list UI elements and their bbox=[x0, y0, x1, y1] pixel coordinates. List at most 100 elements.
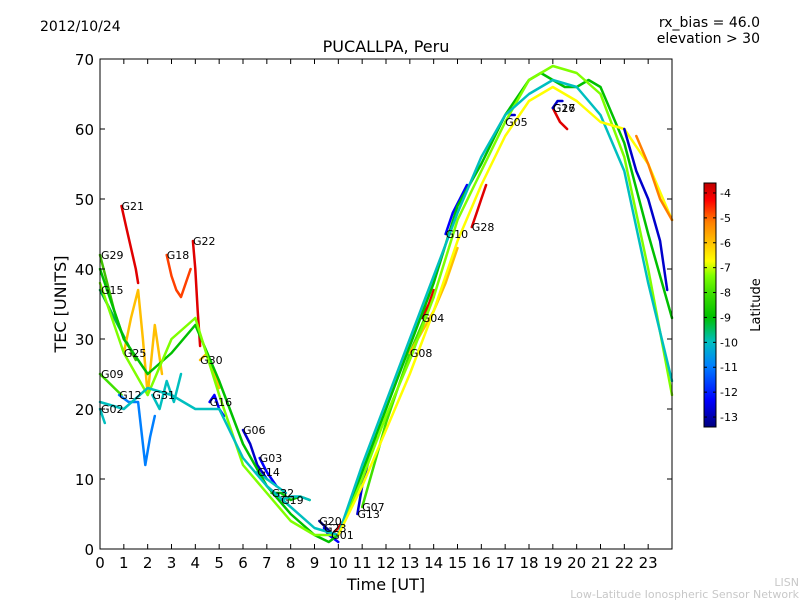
colorbar-tick-label: -11 bbox=[720, 361, 738, 374]
series-line bbox=[635, 134, 674, 222]
series-label: G16 bbox=[210, 396, 233, 409]
x-axis: 0 1 2 3 4 5 6 7 8 9 10 11 12 13 14 15 16 17 18 19 20 21 22 23 bbox=[95, 59, 658, 572]
series-line bbox=[98, 71, 674, 544]
y-tick-label: 40 bbox=[75, 261, 94, 279]
y-axis: 0 10 20 30 40 50 60 70 bbox=[75, 51, 672, 559]
series-label: G04 bbox=[422, 312, 445, 325]
y-tick-label: 30 bbox=[75, 331, 94, 349]
series-line bbox=[551, 106, 569, 131]
series-label: G13 bbox=[357, 508, 380, 521]
x-tick-label: 22 bbox=[615, 554, 634, 572]
colorbar-tick-label: -7 bbox=[720, 262, 731, 275]
x-tick-label: 10 bbox=[329, 554, 348, 572]
x-tick-label: 13 bbox=[400, 554, 419, 572]
x-tick-label: 20 bbox=[567, 554, 586, 572]
series-line bbox=[98, 253, 138, 362]
series-label: G22 bbox=[193, 235, 216, 248]
colorbar-tick-label: -13 bbox=[720, 411, 738, 424]
series-label: G20 bbox=[319, 515, 342, 528]
series-label: G06 bbox=[243, 424, 266, 437]
x-tick-label: 21 bbox=[591, 554, 610, 572]
x-tick-label: 16 bbox=[472, 554, 491, 572]
series-line bbox=[241, 428, 269, 481]
x-tick-label: 14 bbox=[424, 554, 443, 572]
colorbar-tick-label: -9 bbox=[720, 311, 731, 324]
x-tick-label: 18 bbox=[519, 554, 538, 572]
series-label: G03 bbox=[260, 452, 283, 465]
x-tick-label: 8 bbox=[286, 554, 296, 572]
series-line bbox=[470, 183, 488, 229]
series-line bbox=[258, 456, 278, 488]
series-label: G05 bbox=[505, 116, 528, 129]
x-tick-label: 19 bbox=[543, 554, 562, 572]
series-label: G07 bbox=[362, 501, 385, 514]
series-label: G23 bbox=[324, 522, 347, 535]
series-label: G31 bbox=[152, 389, 175, 402]
date-label: 2012/10/24 bbox=[40, 19, 121, 35]
x-tick-label: 5 bbox=[214, 554, 224, 572]
series-line bbox=[279, 495, 311, 502]
colorbar-tick-label: -6 bbox=[720, 237, 731, 250]
series-line bbox=[551, 99, 564, 110]
series-label: G15 bbox=[101, 284, 124, 297]
series-line bbox=[98, 78, 674, 537]
chart-title: PUCALLPA, Peru bbox=[323, 37, 450, 56]
series-line bbox=[98, 407, 107, 425]
rx-bias-label: rx_bias = 46.0 bbox=[659, 15, 760, 31]
series-line bbox=[337, 85, 674, 537]
colorbar-tick-label: -10 bbox=[720, 336, 738, 349]
colorbar-tick-label: -8 bbox=[720, 287, 731, 300]
y-tick-label: 50 bbox=[75, 191, 94, 209]
x-tick-label: 0 bbox=[95, 554, 105, 572]
series-label: G28 bbox=[472, 221, 495, 234]
series-label: G14 bbox=[257, 466, 280, 479]
lisn-label: LISN bbox=[774, 576, 799, 589]
series-label: G21 bbox=[121, 200, 144, 213]
network-label: Low-Latitude Ionospheric Sensor Network bbox=[570, 588, 799, 600]
series-line bbox=[98, 64, 674, 537]
series-layer bbox=[98, 64, 674, 544]
series-label: G08 bbox=[410, 347, 433, 360]
series-label: G18 bbox=[167, 249, 190, 262]
y-tick-label: 20 bbox=[75, 401, 94, 419]
y-tick-label: 60 bbox=[75, 121, 94, 139]
plot-frame bbox=[99, 58, 673, 550]
x-tick-label: 4 bbox=[191, 554, 201, 572]
series-label: G10 bbox=[446, 228, 469, 241]
y-tick-label: 70 bbox=[75, 51, 94, 69]
colorbar bbox=[703, 182, 717, 428]
series-line bbox=[120, 204, 140, 285]
series-line bbox=[420, 288, 435, 320]
x-tick-label: 2 bbox=[143, 554, 153, 572]
series-label: G02 bbox=[101, 403, 124, 416]
y-axis-label: TEC [UNITS] bbox=[51, 256, 70, 354]
series-label: G25 bbox=[124, 347, 147, 360]
x-tick-label: 1 bbox=[119, 554, 129, 572]
x-tick-label: 11 bbox=[353, 554, 372, 572]
series-line bbox=[165, 253, 192, 299]
colorbar-label: Latitude bbox=[749, 278, 764, 332]
series-line bbox=[623, 127, 669, 292]
series-line bbox=[98, 372, 123, 397]
colorbar-tick-label: -5 bbox=[720, 212, 731, 225]
series-label: G01 bbox=[331, 529, 354, 542]
series-label: G19 bbox=[281, 494, 304, 507]
x-tick-label: 9 bbox=[310, 554, 320, 572]
x-tick-label: 6 bbox=[238, 554, 248, 572]
x-tick-label: 7 bbox=[262, 554, 272, 572]
series-label: G12 bbox=[119, 389, 142, 402]
x-tick-label: 3 bbox=[167, 554, 177, 572]
series-label: G30 bbox=[200, 354, 223, 367]
x-tick-label: 23 bbox=[639, 554, 658, 572]
series-label: G17 bbox=[553, 102, 576, 115]
colorbar-tick-label: -4 bbox=[720, 187, 731, 200]
y-tick-label: 0 bbox=[84, 541, 94, 559]
series-label: G26 bbox=[553, 102, 576, 115]
series-line bbox=[151, 372, 183, 411]
series-label: G09 bbox=[101, 368, 124, 381]
series-line bbox=[122, 288, 164, 397]
y-tick-label: 10 bbox=[75, 471, 94, 489]
colorbar-ticks: -4 -5 -6 -7 -8 -9 -10 -11 -12 -13 bbox=[704, 187, 738, 424]
